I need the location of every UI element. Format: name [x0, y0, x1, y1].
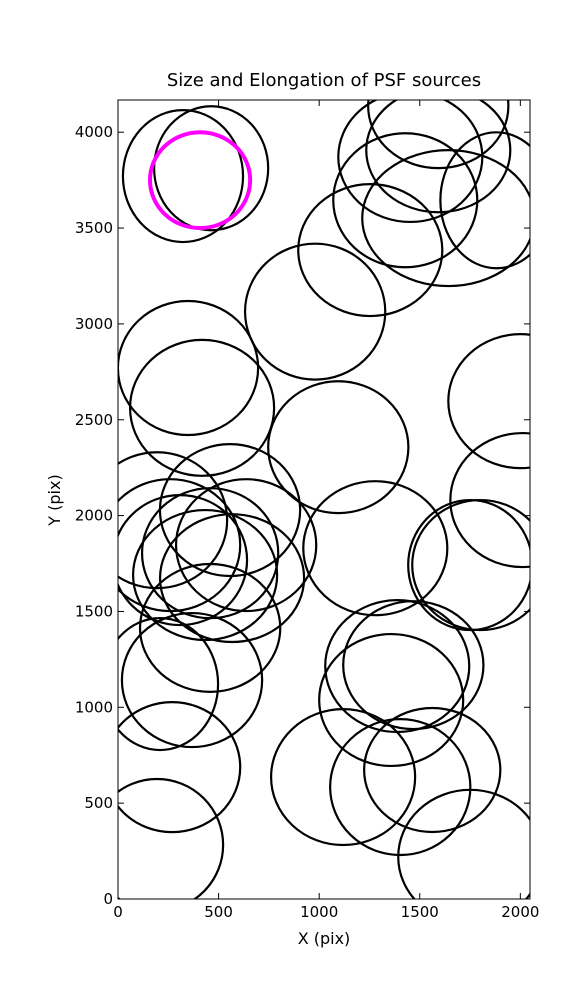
- psf-ellipse: [158, 513, 306, 644]
- psf-ellipse: [128, 338, 276, 477]
- psf-ellipse: [397, 788, 530, 899]
- psf-ellipse: [174, 478, 318, 613]
- psf-ellipse: [329, 717, 472, 857]
- x-tick-label: 500: [204, 903, 233, 921]
- y-tick-label: 2000: [75, 507, 113, 525]
- psf-ellipse: [118, 617, 220, 752]
- psf-ellipse: [118, 451, 229, 590]
- x-tick-label: 1500: [401, 903, 439, 921]
- psf-ellipse: [297, 183, 444, 318]
- x-tick-label: 0: [113, 903, 123, 921]
- x-tick-label: 1000: [300, 903, 338, 921]
- psf-ellipse: [147, 130, 253, 231]
- axes-frame: [117, 99, 531, 900]
- psf-ellipse: [138, 562, 282, 693]
- psf-ellipse: [153, 105, 270, 232]
- psf-ellipse: [267, 380, 410, 515]
- psf-ellipse: [363, 706, 502, 834]
- psf-ellipse: [243, 242, 387, 381]
- psf-ellipse: [365, 100, 512, 214]
- psf-ellipse: [118, 777, 225, 899]
- psf-ellipse: [118, 701, 242, 834]
- y-tick-label: 3000: [75, 315, 113, 333]
- y-axis-label: Y (pix): [45, 474, 64, 526]
- y-tick-label: 4000: [75, 123, 113, 141]
- psf-ellipse: [121, 109, 245, 244]
- psf-ellipse: [131, 508, 279, 642]
- psf-ellipse: [332, 132, 479, 269]
- psf-ellipse: [324, 599, 471, 734]
- psf-ellipse: [302, 480, 449, 617]
- psf-ellipse: [367, 100, 510, 170]
- y-tick-label: 1000: [75, 698, 113, 716]
- y-tick-label: 2500: [75, 411, 113, 429]
- psf-ellipse: [120, 611, 264, 749]
- y-tick-label: 0: [103, 890, 113, 908]
- plot-area: [118, 100, 530, 899]
- psf-ellipse: [447, 333, 530, 470]
- psf-ellipse: [407, 498, 530, 632]
- y-tick-label: 500: [84, 794, 113, 812]
- psf-ellipse: [361, 149, 530, 288]
- psf-ellipse: [318, 632, 465, 768]
- psf-ellipse: [269, 708, 417, 847]
- x-tick-label: 2000: [501, 903, 539, 921]
- x-axis-label: X (pix): [298, 929, 351, 948]
- psf-ellipse: [439, 131, 530, 270]
- y-tick-label: 3500: [75, 219, 113, 237]
- psf-ellipse: [411, 498, 530, 632]
- y-tick-label: 1500: [75, 602, 113, 620]
- psf-ellipse: [449, 431, 530, 569]
- chart-title: Size and Elongation of PSF sources: [167, 70, 481, 91]
- psf-ellipse: [140, 487, 280, 620]
- psf-ellipse: [337, 100, 484, 224]
- psf-ellipse: [118, 299, 260, 437]
